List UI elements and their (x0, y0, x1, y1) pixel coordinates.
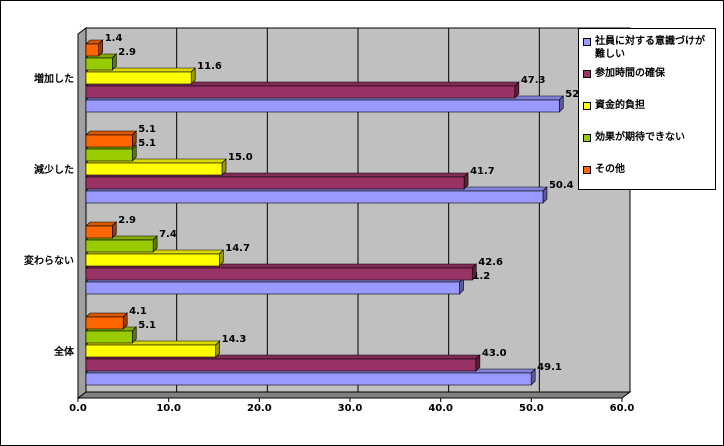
bar-face (85, 253, 220, 267)
bar (85, 326, 137, 344)
legend: 社員に対する意識づけが難しい参加時間の確保 資金的負担効果が期待できない その他 (578, 28, 716, 190)
value-label: 1.4 (105, 33, 123, 44)
bar-face (85, 344, 216, 358)
value-label: 5.1 (138, 138, 156, 149)
bar (85, 249, 225, 267)
bar-face (85, 239, 154, 253)
bar (85, 186, 548, 204)
value-label: 42.6 (478, 257, 503, 268)
x-tick-label: 20.0 (247, 403, 272, 414)
bar (85, 354, 481, 372)
legend-label: 資金的負担 (595, 100, 645, 111)
value-label: 5.1 (138, 124, 156, 135)
bar-face (85, 190, 544, 204)
bar-face (85, 281, 460, 295)
y-tick-label: 増加した (34, 72, 74, 85)
bar-face (85, 57, 113, 71)
bar (85, 312, 128, 330)
legend-item: その他 (583, 163, 713, 176)
legend-label: その他 (595, 164, 625, 175)
legend-swatch (583, 102, 591, 110)
bar-face (85, 148, 133, 162)
value-label: 47.3 (521, 75, 546, 86)
bar-face (85, 162, 223, 176)
bar (85, 130, 137, 148)
y-tick-label: 変わらない (24, 254, 74, 267)
value-label: 4.1 (129, 306, 147, 317)
bar (85, 235, 158, 253)
bar (85, 67, 196, 85)
x-tick-label: 40.0 (428, 403, 453, 414)
legend-swatch (583, 134, 591, 142)
bar-face (85, 225, 113, 239)
value-label: 2.9 (118, 215, 136, 226)
bar (85, 158, 227, 176)
y-tick-label: 全体 (53, 345, 75, 358)
bar (85, 277, 465, 295)
value-label: 41.2 (466, 271, 491, 282)
bar-face (85, 267, 473, 281)
legend-item: 参加時間の確保 (583, 67, 713, 80)
bar-face (85, 312, 128, 318)
x-tick-label: 50.0 (519, 403, 544, 414)
bar (85, 340, 221, 358)
bar (85, 263, 477, 281)
value-label: 49.1 (537, 362, 562, 373)
value-label: 14.7 (225, 243, 250, 254)
legend-swatch (583, 70, 591, 78)
legend-item: 効果が期待できない (583, 131, 713, 144)
legend-label: 社員に対する意識づけが難しい (595, 36, 705, 60)
bar (85, 368, 536, 386)
bar-face (85, 358, 477, 372)
side-wall (77, 27, 87, 399)
x-tick-label: 10.0 (156, 403, 181, 414)
bar (85, 95, 565, 113)
bar (85, 144, 137, 162)
value-label: 43.0 (482, 348, 507, 359)
legend-item: 資金的負担 (583, 99, 713, 112)
x-tick-label: 60.0 (610, 403, 635, 414)
bar-face (85, 176, 465, 190)
bar-face (85, 85, 516, 99)
x-tick-label: 30.0 (338, 403, 363, 414)
bar (85, 172, 469, 190)
value-label: 11.6 (197, 61, 222, 72)
bar-face (85, 134, 133, 148)
legend-swatch (583, 38, 591, 46)
bar-face (85, 372, 532, 386)
bar-face (85, 316, 124, 330)
bar-face (85, 99, 560, 113)
bar-face (85, 221, 118, 227)
value-label: 5.1 (138, 320, 156, 331)
bar (85, 39, 104, 57)
x-tick-label: 0.0 (69, 403, 87, 414)
bar (85, 221, 118, 239)
value-label: 2.9 (118, 47, 136, 58)
bar-face (85, 43, 99, 57)
bar-face (85, 71, 192, 85)
bar-face (85, 130, 137, 136)
bar-face (85, 330, 133, 344)
value-label: 52.2 (565, 89, 590, 100)
value-label: 15.0 (228, 152, 253, 163)
value-label: 7.4 (159, 229, 177, 240)
y-tick-label: 減少した (34, 163, 74, 176)
value-label: 50.4 (549, 180, 574, 191)
value-label: 41.7 (470, 166, 495, 177)
bar (85, 53, 118, 71)
value-label: 14.3 (222, 334, 247, 345)
legend-swatch (583, 166, 591, 174)
legend-label: 効果が期待できない (595, 132, 685, 143)
floor (76, 391, 632, 399)
legend-item: 社員に対する意識づけが難しい (583, 35, 713, 61)
legend-label: 参加時間の確保 (595, 68, 665, 79)
bar (85, 81, 520, 99)
